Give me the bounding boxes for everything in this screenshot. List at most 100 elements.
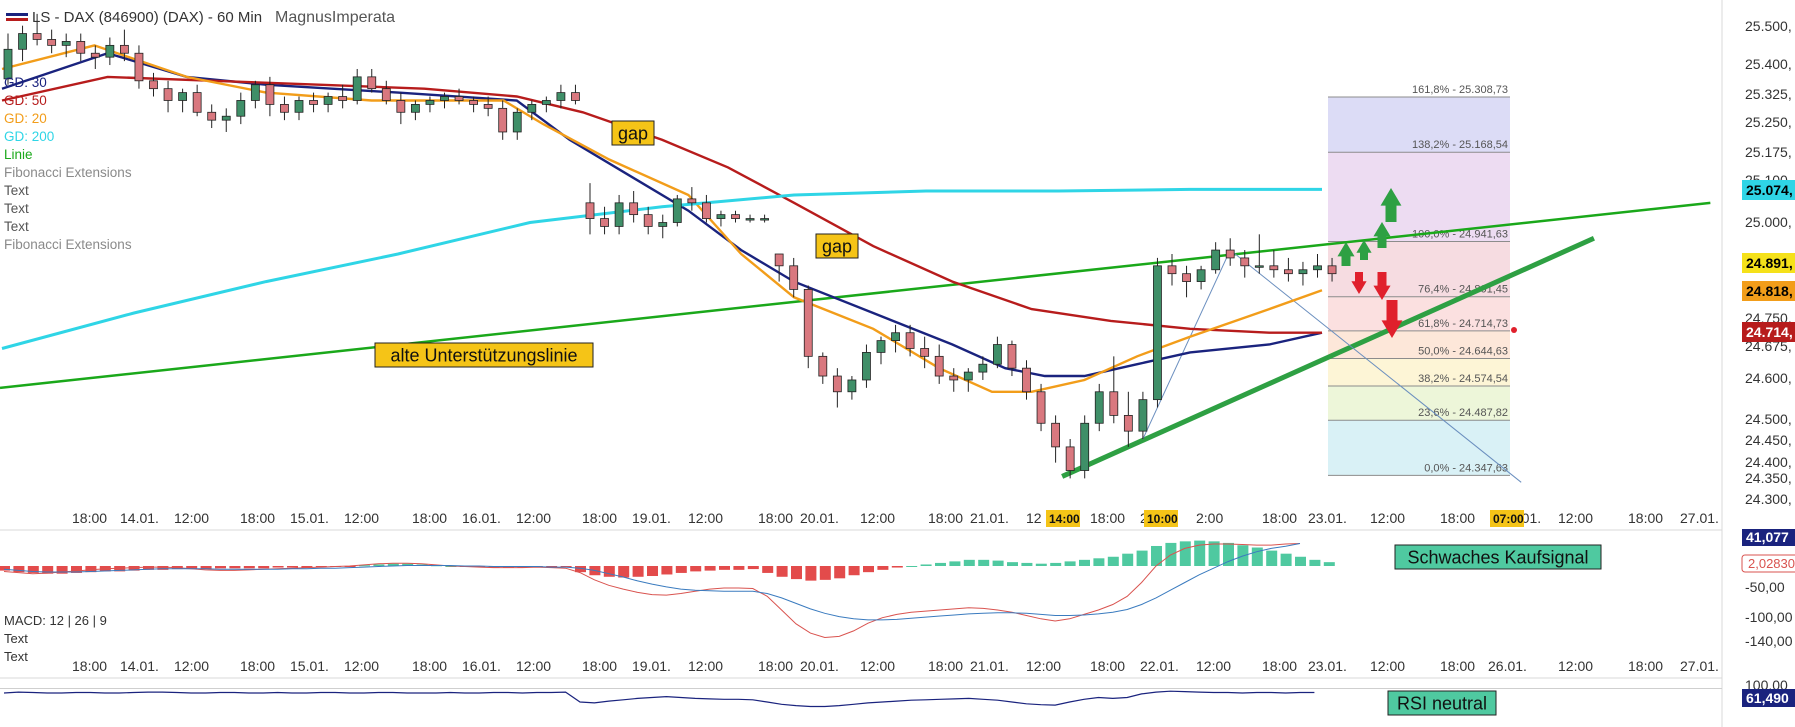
time-label: 12:00 — [688, 510, 723, 526]
candle-body — [702, 202, 711, 219]
candle — [1225, 238, 1235, 266]
candle-body — [1080, 422, 1090, 471]
macd-histogram-bar — [877, 566, 889, 570]
candle-body — [1269, 265, 1279, 271]
macd-histogram-bar — [690, 566, 702, 572]
candle-body — [454, 96, 464, 101]
rsi-line — [3, 690, 1315, 708]
macd-time-label: 12:00 — [1558, 658, 1593, 674]
macd-histogram-bar — [1021, 562, 1033, 566]
rsi-signal-label: RSI neutral — [1397, 693, 1487, 713]
price-tick: 25.500, — [1745, 18, 1792, 34]
candle-body — [1007, 344, 1017, 369]
candle — [149, 72, 158, 97]
macd-histogram-bar — [891, 566, 903, 568]
candle — [905, 324, 915, 357]
price-tick: 24.600, — [1745, 370, 1792, 386]
candle-body — [250, 84, 260, 101]
macd-time-label: 18:00 — [928, 658, 963, 674]
trend-line — [1061, 235, 1595, 479]
candle — [1327, 257, 1337, 282]
candle-body — [512, 111, 522, 133]
macd-histogram-bar — [71, 566, 82, 573]
time-label: 18:00 — [1262, 510, 1297, 526]
candle — [338, 84, 348, 109]
candle — [498, 100, 508, 140]
candle — [1182, 265, 1191, 298]
time-label: 18:00 — [1440, 510, 1475, 526]
macd-histogram-bar — [359, 565, 370, 567]
macd-histogram-bar — [200, 566, 212, 570]
candle — [1269, 250, 1279, 278]
candle — [1051, 415, 1060, 463]
candle — [410, 100, 420, 121]
macd-histogram-bar — [1007, 562, 1018, 566]
support-line-label-box — [374, 342, 594, 368]
price-tick: 25.325, — [1745, 86, 1792, 102]
arrow-down-icon — [1351, 272, 1367, 294]
price-tick: 25.175, — [1745, 144, 1792, 160]
ma-line-200 — [1, 187, 1322, 350]
candle-body — [527, 104, 537, 113]
candle — [687, 187, 697, 211]
fib-zone — [1328, 97, 1510, 153]
time-label: 12:00 — [174, 510, 209, 526]
macd-time-label: 23.01. — [1308, 658, 1347, 674]
ma-line-30 — [1, 51, 1323, 378]
candle — [774, 253, 784, 282]
candle — [760, 214, 769, 223]
macd-histogram-bar — [791, 566, 802, 580]
macd-histogram-bar — [85, 566, 97, 573]
time-label: 12 — [1026, 510, 1042, 526]
candle-body — [1240, 257, 1250, 267]
candle — [1313, 254, 1322, 278]
candle — [1240, 250, 1250, 278]
time-label: 18:00 — [240, 510, 275, 526]
macd-time-label: 18:00 — [412, 658, 447, 674]
candle-body — [309, 100, 318, 105]
candle — [32, 13, 42, 46]
candle — [1211, 242, 1221, 274]
trend-line — [0, 201, 1711, 390]
candle-body — [760, 218, 769, 221]
candle-body — [818, 355, 828, 377]
candle-body — [1196, 269, 1206, 282]
macd-histogram-bar — [1064, 561, 1076, 566]
candle — [1109, 356, 1119, 424]
candle-body — [76, 41, 86, 54]
macd-histogram-bar — [315, 566, 327, 567]
candle — [1254, 234, 1264, 274]
candle — [1022, 360, 1031, 400]
candle-body — [629, 202, 639, 216]
macd-histogram-bar — [863, 566, 874, 573]
candle-body — [1211, 249, 1221, 271]
candle — [1167, 254, 1177, 286]
candle-body — [163, 88, 173, 101]
time-highlight — [1490, 510, 1524, 527]
time-label: 18:00 — [412, 510, 447, 526]
gap-label: gap — [822, 236, 852, 256]
candle-body — [192, 92, 202, 113]
candle — [862, 344, 871, 388]
macd-time-label: 18:00 — [1262, 658, 1297, 674]
candle-body — [1182, 273, 1191, 282]
macd-tick: -140,00 — [1745, 633, 1793, 649]
macd-signal-line — [3, 543, 1301, 621]
macd-histogram-bar — [301, 566, 313, 568]
candle — [716, 210, 726, 227]
candle-body — [1138, 399, 1148, 432]
candle-body — [556, 92, 566, 101]
macd-time-label: 27.01. — [1680, 658, 1719, 674]
macd-histogram-bar — [603, 566, 615, 577]
macd-histogram-bar — [215, 566, 226, 569]
candle-body — [585, 202, 595, 219]
macd-histogram-bar — [143, 566, 154, 570]
candle-body — [672, 198, 682, 223]
macd-time-label: 18:00 — [1090, 658, 1125, 674]
candle-body — [440, 96, 449, 101]
macd-time-label: 18:00 — [582, 658, 617, 674]
candle — [658, 214, 668, 239]
candle-body — [876, 340, 886, 353]
price-tick: 24.350, — [1745, 470, 1792, 486]
macd-histogram-bar — [935, 562, 946, 566]
